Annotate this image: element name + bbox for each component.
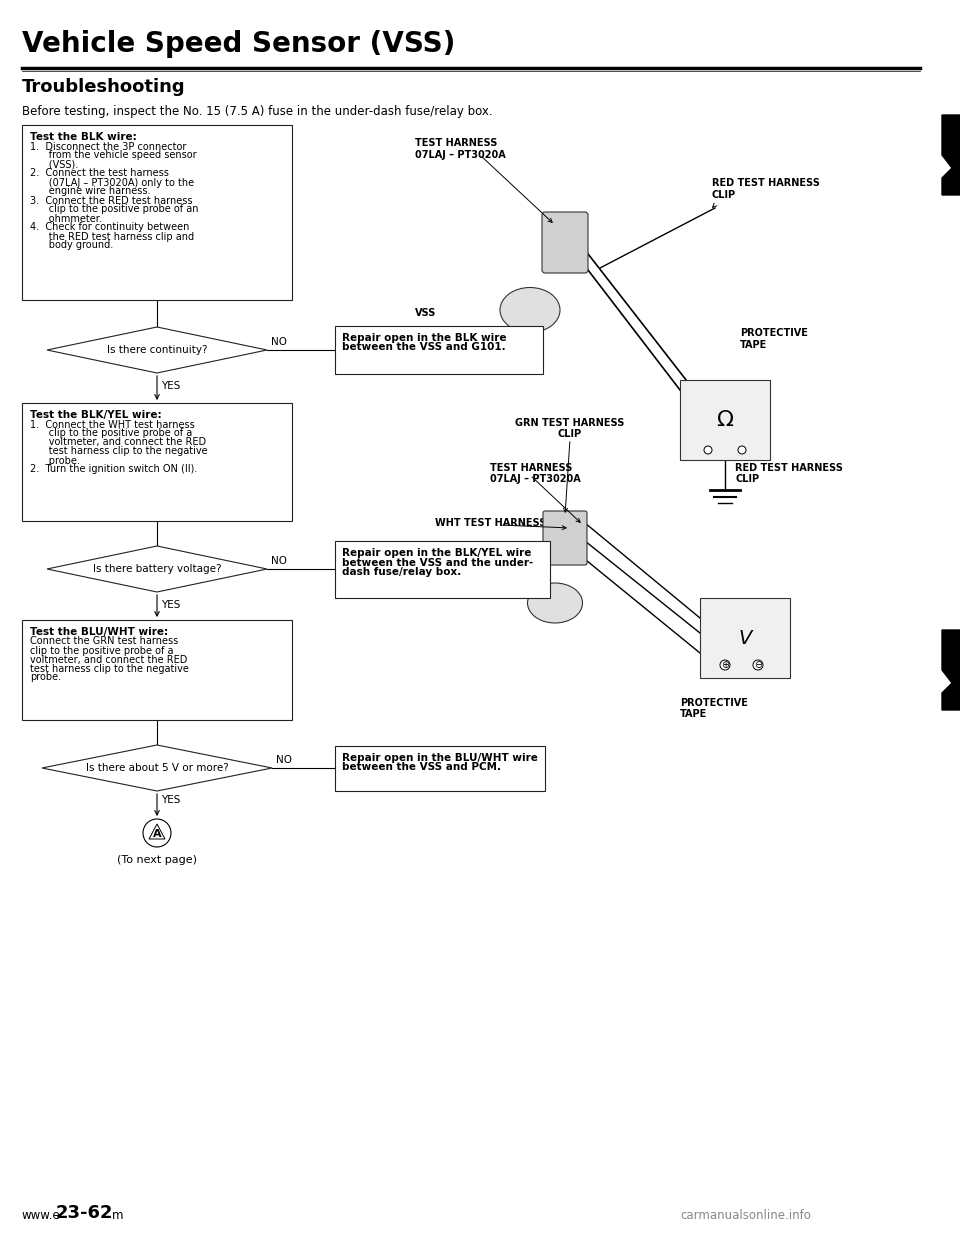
Text: NO: NO <box>276 755 292 765</box>
Text: Vehicle Speed Sensor (VSS): Vehicle Speed Sensor (VSS) <box>22 30 455 58</box>
Text: Connect the GRN test harness: Connect the GRN test harness <box>30 636 179 647</box>
Text: carmanualsonline.info: carmanualsonline.info <box>680 1208 811 1222</box>
Text: Before testing, inspect the No. 15 (7.5 A) fuse in the under-dash fuse/relay box: Before testing, inspect the No. 15 (7.5 … <box>22 106 492 118</box>
Circle shape <box>738 446 746 455</box>
Text: clip to the positive probe of an: clip to the positive probe of an <box>30 205 199 215</box>
Text: PROTECTIVE: PROTECTIVE <box>680 698 748 708</box>
Text: V: V <box>738 628 752 647</box>
Text: PROTECTIVE: PROTECTIVE <box>740 328 808 338</box>
Text: TAPE: TAPE <box>740 340 767 350</box>
Text: TAPE: TAPE <box>680 709 708 719</box>
Text: Is there about 5 V or more?: Is there about 5 V or more? <box>85 763 228 773</box>
Text: TEST HARNESS: TEST HARNESS <box>490 463 572 473</box>
Text: VSS: VSS <box>500 553 521 563</box>
Bar <box>700 597 790 678</box>
Text: 2.  Turn the ignition switch ON (II).: 2. Turn the ignition switch ON (II). <box>30 465 198 474</box>
Text: clip to the positive probe of a: clip to the positive probe of a <box>30 646 174 656</box>
Text: from the vehicle speed sensor: from the vehicle speed sensor <box>30 150 197 160</box>
Polygon shape <box>47 546 267 592</box>
Text: 1.  Disconnect the 3P connector: 1. Disconnect the 3P connector <box>30 142 186 152</box>
Polygon shape <box>942 116 960 195</box>
Text: CLIP: CLIP <box>558 428 582 438</box>
Bar <box>22 620 292 720</box>
Text: body ground.: body ground. <box>30 241 113 251</box>
Text: (07LAJ – PT3020A) only to the: (07LAJ – PT3020A) only to the <box>30 178 194 188</box>
Text: CLIP: CLIP <box>735 474 759 484</box>
Text: CLIP: CLIP <box>712 190 736 200</box>
Text: www.e: www.e <box>22 1208 60 1222</box>
Text: YES: YES <box>161 600 180 610</box>
Text: YES: YES <box>161 795 180 805</box>
Text: GRN TEST HARNESS: GRN TEST HARNESS <box>516 419 625 428</box>
Bar <box>22 125 292 301</box>
Text: Test the BLK wire:: Test the BLK wire: <box>30 132 136 142</box>
Text: test harness clip to the negative: test harness clip to the negative <box>30 447 207 457</box>
Text: Is there battery voltage?: Is there battery voltage? <box>93 564 221 574</box>
Text: between the VSS and G101.: between the VSS and G101. <box>342 343 506 353</box>
Polygon shape <box>47 327 267 373</box>
Text: RED TEST HARNESS: RED TEST HARNESS <box>735 463 843 473</box>
Text: 4.  Check for continuity between: 4. Check for continuity between <box>30 222 189 232</box>
Text: VSS: VSS <box>415 308 437 318</box>
Text: Repair open in the BLK wire: Repair open in the BLK wire <box>342 333 507 343</box>
Text: WHT TEST HARNESS CLIP: WHT TEST HARNESS CLIP <box>435 518 574 528</box>
Text: voltmeter, and connect the RED: voltmeter, and connect the RED <box>30 437 206 447</box>
Text: ⊖: ⊖ <box>754 660 762 669</box>
Text: (VSS).: (VSS). <box>30 159 79 169</box>
Text: Is there continuity?: Is there continuity? <box>107 345 207 355</box>
Polygon shape <box>149 823 165 840</box>
Bar <box>22 402 292 520</box>
Text: Troubleshooting: Troubleshooting <box>22 78 185 96</box>
Text: test harness clip to the negative: test harness clip to the negative <box>30 663 189 673</box>
Text: RED TEST HARNESS: RED TEST HARNESS <box>712 178 820 188</box>
Text: Test the BLK/YEL wire:: Test the BLK/YEL wire: <box>30 410 161 420</box>
Text: m: m <box>112 1208 124 1222</box>
Text: 1.  Connect the WHT test harness: 1. Connect the WHT test harness <box>30 420 195 430</box>
Text: ⊕: ⊕ <box>721 660 729 669</box>
FancyBboxPatch shape <box>543 510 587 565</box>
Polygon shape <box>942 630 960 710</box>
Text: probe.: probe. <box>30 672 61 683</box>
Text: voltmeter, and connect the RED: voltmeter, and connect the RED <box>30 655 187 664</box>
Text: A: A <box>153 828 161 840</box>
Text: (To next page): (To next page) <box>117 854 197 864</box>
Text: Repair open in the BLU/WHT wire: Repair open in the BLU/WHT wire <box>342 753 538 763</box>
Circle shape <box>143 818 171 847</box>
Text: dash fuse/relay box.: dash fuse/relay box. <box>342 568 461 578</box>
Bar <box>335 746 545 791</box>
Text: engine wire harness.: engine wire harness. <box>30 186 151 196</box>
Circle shape <box>704 446 712 455</box>
Circle shape <box>753 660 763 669</box>
Text: probe.: probe. <box>30 456 80 466</box>
Text: 3.  Connect the RED test harness: 3. Connect the RED test harness <box>30 195 193 205</box>
Text: NO: NO <box>271 556 287 566</box>
Bar <box>335 325 543 374</box>
Text: YES: YES <box>161 381 180 391</box>
Text: between the VSS and PCM.: between the VSS and PCM. <box>342 763 501 773</box>
Ellipse shape <box>500 287 560 333</box>
Ellipse shape <box>527 582 583 623</box>
Text: 07LAJ – PT3020A: 07LAJ – PT3020A <box>415 150 506 160</box>
Text: NO: NO <box>271 337 287 347</box>
Text: the RED test harness clip and: the RED test harness clip and <box>30 231 194 241</box>
Text: ohmmeter.: ohmmeter. <box>30 214 102 224</box>
Bar <box>335 542 550 597</box>
Text: Repair open in the BLK/YEL wire: Repair open in the BLK/YEL wire <box>342 548 532 558</box>
Text: 07LAJ – PT3020A: 07LAJ – PT3020A <box>490 474 581 484</box>
Polygon shape <box>42 745 272 791</box>
Circle shape <box>720 660 730 669</box>
FancyBboxPatch shape <box>542 212 588 273</box>
Text: Test the BLU/WHT wire:: Test the BLU/WHT wire: <box>30 627 168 637</box>
Text: between the VSS and the under-: between the VSS and the under- <box>342 558 533 568</box>
Text: 2.  Connect the test harness: 2. Connect the test harness <box>30 169 169 179</box>
Bar <box>680 380 770 460</box>
Text: TEST HARNESS: TEST HARNESS <box>415 138 497 148</box>
Text: 23-62: 23-62 <box>56 1203 113 1222</box>
Text: clip to the positive probe of a: clip to the positive probe of a <box>30 428 192 438</box>
Text: Ω: Ω <box>716 410 733 430</box>
